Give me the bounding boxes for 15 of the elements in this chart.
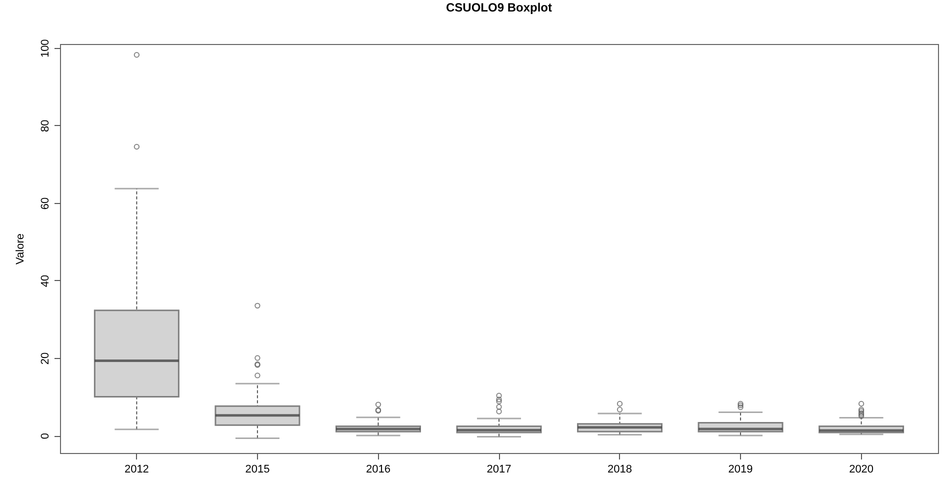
y-tick-label: 60: [40, 197, 52, 210]
chart-title: CSUOLO9 Boxplot: [446, 0, 552, 15]
y-tick-label: 0: [40, 432, 52, 440]
y-tick-label: 20: [40, 352, 52, 365]
x-tick-label: 2017: [486, 464, 512, 476]
x-tick-label: 2019: [728, 464, 753, 476]
x-tick-label: 2016: [366, 464, 390, 476]
y-axis-title: Valore: [14, 234, 26, 264]
x-tick-label: 2018: [608, 464, 632, 476]
x-tick-label: 2015: [245, 464, 270, 476]
y-tick-label: 80: [40, 120, 52, 132]
x-tick-label: 2020: [849, 464, 874, 476]
y-tick-label: 40: [40, 274, 52, 288]
y-tick-label: 100: [40, 39, 52, 58]
x-tick-label: 2012: [124, 464, 149, 476]
